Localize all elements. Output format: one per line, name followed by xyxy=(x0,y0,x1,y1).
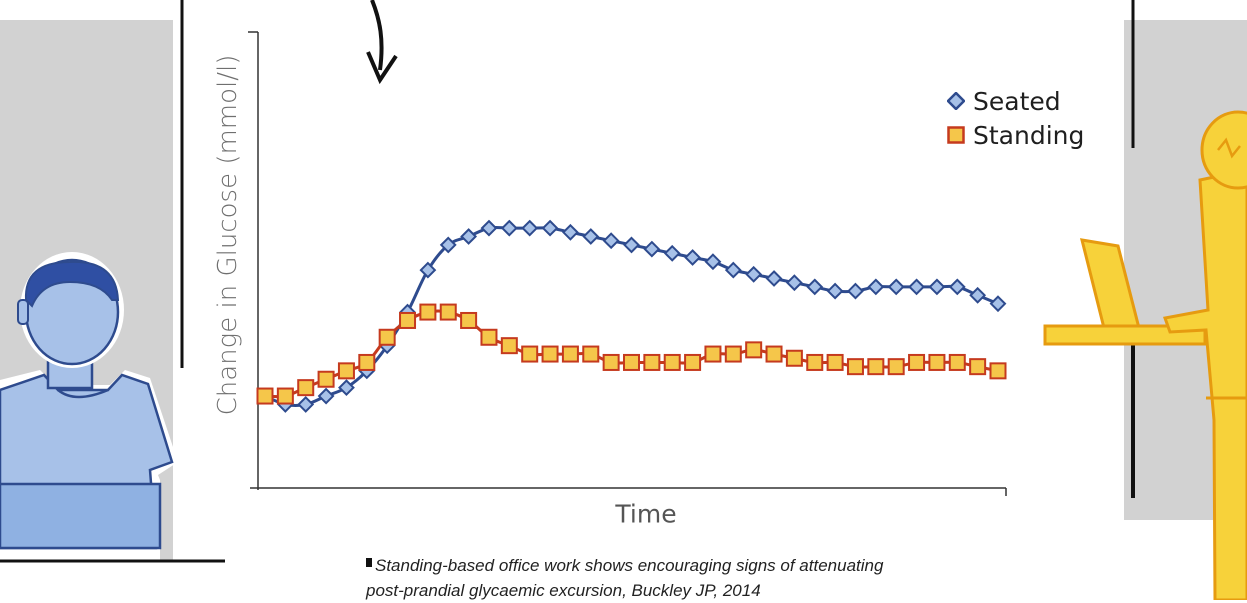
data-point-standing xyxy=(297,379,315,397)
y-axis-label: Change in Glucose (mmol/l) xyxy=(213,54,243,416)
legend-item-seated: Seated xyxy=(947,84,1084,118)
legend-item-standing: Standing xyxy=(947,118,1084,152)
plot-area xyxy=(256,219,1007,413)
caption-bullet-icon xyxy=(366,558,372,567)
data-point-seated xyxy=(969,286,987,304)
data-point-seated xyxy=(582,228,600,245)
data-point-standing xyxy=(989,362,1007,380)
series-line-seated xyxy=(264,225,999,407)
data-point-standing xyxy=(745,341,763,359)
data-point-seated xyxy=(765,270,783,287)
data-point-seated xyxy=(439,236,457,254)
data-point-seated xyxy=(541,219,559,237)
legend-label-seated: Seated xyxy=(973,86,1061,116)
data-point-standing xyxy=(419,303,437,321)
data-point-seated xyxy=(745,265,763,283)
data-point-seated xyxy=(867,278,885,296)
caption-line-2: post-prandial glycaemic excursion, Buckl… xyxy=(366,581,761,600)
data-point-seated xyxy=(643,240,661,258)
data-point-standing xyxy=(785,349,803,367)
data-point-standing xyxy=(887,358,905,376)
data-point-standing xyxy=(561,345,579,363)
data-point-standing xyxy=(948,353,966,371)
standing-person-illustration xyxy=(1043,110,1247,600)
data-point-standing xyxy=(704,345,722,363)
data-point-seated xyxy=(419,261,437,279)
arrow-head-icon xyxy=(366,51,398,85)
data-point-seated xyxy=(500,219,518,237)
data-point-standing xyxy=(765,345,783,363)
x-axis-label: Time xyxy=(615,499,677,529)
data-point-seated xyxy=(623,236,640,254)
data-point-seated xyxy=(602,232,620,250)
data-point-seated xyxy=(989,295,1007,313)
data-point-standing xyxy=(908,353,926,371)
data-point-standing xyxy=(724,345,742,363)
data-point-seated xyxy=(928,278,946,296)
data-point-standing xyxy=(602,353,620,371)
data-point-standing xyxy=(358,353,376,371)
data-point-seated xyxy=(826,282,844,300)
caption-line-1: Standing-based office work shows encoura… xyxy=(375,556,884,575)
data-point-seated xyxy=(480,219,498,237)
data-point-standing xyxy=(521,345,539,363)
series-line-standing xyxy=(264,309,999,399)
data-point-seated xyxy=(317,387,335,405)
data-point-seated xyxy=(338,379,355,397)
legend: Seated Standing xyxy=(947,84,1084,152)
data-point-standing xyxy=(684,353,702,371)
data-point-standing xyxy=(867,358,885,376)
data-point-seated xyxy=(684,249,701,266)
data-point-seated xyxy=(948,278,966,296)
seated-person-illustration xyxy=(0,252,225,563)
data-point-standing xyxy=(500,337,518,355)
data-point-standing xyxy=(928,353,946,371)
data-point-standing xyxy=(806,353,824,371)
data-point-standing xyxy=(623,353,640,371)
data-point-standing xyxy=(439,303,457,321)
data-point-seated xyxy=(847,282,864,300)
data-point-seated xyxy=(785,274,803,292)
data-point-seated xyxy=(297,396,315,413)
data-point-standing xyxy=(969,358,987,376)
data-point-standing xyxy=(317,370,335,388)
data-point-seated xyxy=(562,223,579,241)
data-point-seated xyxy=(521,219,539,237)
data-point-seated xyxy=(460,228,478,245)
data-point-standing xyxy=(663,353,681,371)
data-point-standing xyxy=(643,353,661,371)
data-point-seated xyxy=(806,278,824,296)
data-point-seated xyxy=(908,278,925,296)
data-point-standing xyxy=(256,387,274,405)
data-point-standing xyxy=(378,328,396,346)
data-point-standing xyxy=(582,345,600,363)
data-point-standing xyxy=(276,387,294,405)
diamond-marker-icon xyxy=(947,92,965,110)
data-point-standing xyxy=(846,358,864,376)
data-point-standing xyxy=(826,353,844,371)
legend-label-standing: Standing xyxy=(973,120,1085,150)
data-point-seated xyxy=(704,253,722,271)
square-marker-icon xyxy=(947,126,965,144)
data-point-seated xyxy=(663,244,681,262)
data-point-standing xyxy=(541,345,559,363)
data-point-standing xyxy=(460,311,478,329)
data-point-standing xyxy=(337,362,355,380)
data-point-standing xyxy=(480,328,498,346)
figure-caption: Standing-based office work shows encoura… xyxy=(366,553,986,603)
data-point-seated xyxy=(887,278,905,296)
curved-arrow-icon xyxy=(370,0,384,71)
data-point-seated xyxy=(724,261,742,279)
data-point-standing xyxy=(399,311,417,329)
